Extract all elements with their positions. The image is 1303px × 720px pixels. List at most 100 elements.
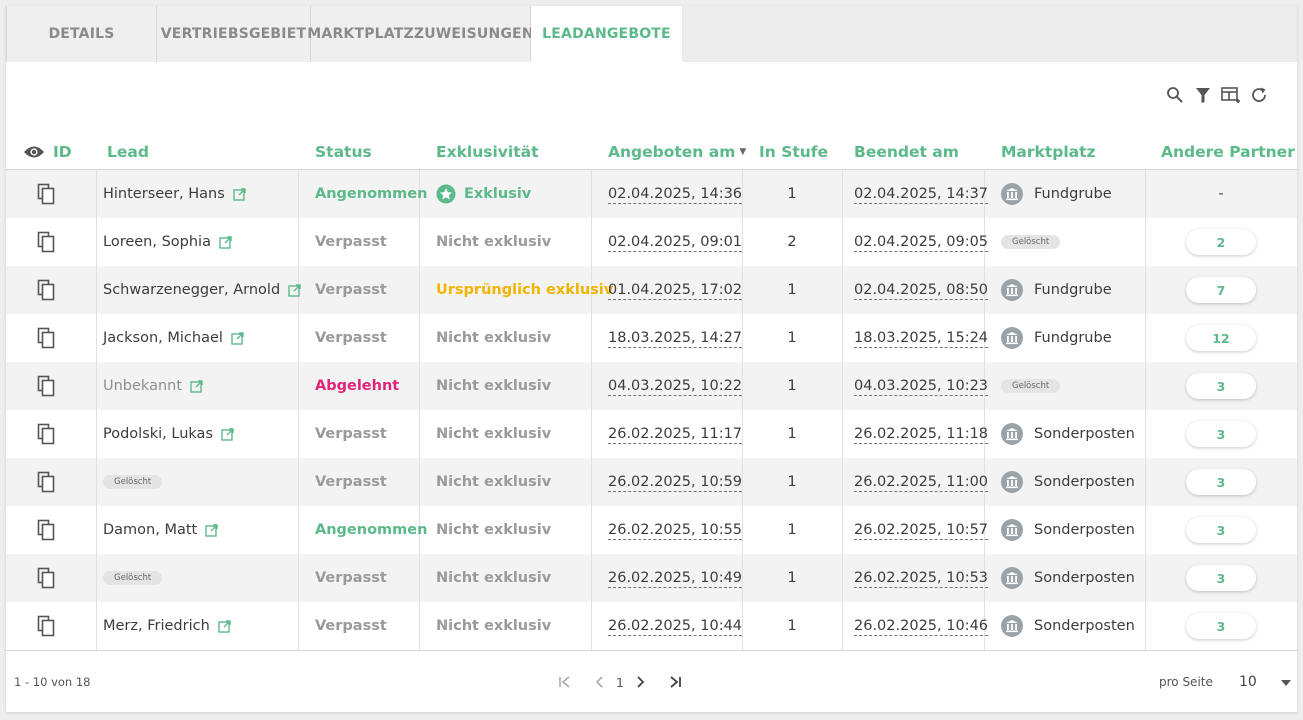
table-row[interactable]: Damon, Matt Angenommen Nicht exklusiv 26.02…	[6, 506, 1297, 554]
copy-icon[interactable]	[37, 554, 55, 602]
copy-icon[interactable]	[37, 362, 55, 410]
copy-icon[interactable]	[37, 314, 55, 362]
copy-icon[interactable]	[37, 170, 55, 218]
tab-marktplatzzuweisungen[interactable]: MARKTPLATZZUWEISUNGEN	[307, 6, 534, 62]
lead-name[interactable]: Jackson, Michael	[103, 330, 223, 346]
table-row[interactable]: Jackson, Michael Verpasst Nicht exklusiv 18…	[6, 314, 1297, 362]
column-divider	[591, 602, 592, 650]
status-text: Verpasst	[315, 330, 387, 346]
table-row[interactable]: Merz, Friedrich Verpasst Nicht exklusiv 26.…	[6, 602, 1297, 650]
exclusivity-text: Nicht exklusiv	[436, 618, 552, 634]
header-stage[interactable]: In Stufe	[759, 143, 829, 161]
offered-at-date: 26.02.2025, 10:49	[608, 569, 743, 588]
external-link-icon[interactable]	[190, 379, 203, 393]
lead-cell: Gelöscht	[103, 458, 163, 506]
table-row[interactable]: Schwarzenegger, Arnold Verpasst Ursprüngli…	[6, 266, 1297, 314]
filter-icon[interactable]	[1192, 84, 1214, 106]
offered-at-cell: 01.04.2025, 17:02	[608, 266, 743, 314]
marketplace-icon	[1001, 279, 1023, 301]
external-link-icon[interactable]	[233, 187, 246, 201]
table-row[interactable]: Gelöscht Verpasst Nicht exklusiv 26.02.2025…	[6, 458, 1297, 506]
lead-name[interactable]: Loreen, Sophia	[103, 234, 211, 250]
column-visibility-toggle[interactable]: ID	[23, 134, 72, 170]
first-page-icon[interactable]	[552, 671, 578, 693]
marketplace-icon	[1001, 615, 1023, 637]
external-link-icon[interactable]	[231, 331, 244, 345]
copy-icon[interactable]	[37, 506, 55, 554]
tab-details[interactable]: DETAILS	[6, 6, 157, 62]
stage-cell: 1	[742, 602, 842, 650]
refresh-icon[interactable]	[1248, 84, 1270, 106]
table-row[interactable]: Podolski, Lukas Verpasst Nicht exklusiv 26.…	[6, 410, 1297, 458]
other-partners-button[interactable]: 3	[1186, 517, 1256, 543]
column-divider	[419, 602, 420, 650]
stage-cell: 2	[742, 218, 842, 266]
last-page-icon[interactable]	[662, 671, 688, 693]
lead-name[interactable]: Hinterseer, Hans	[103, 186, 225, 202]
copy-icon[interactable]	[37, 410, 55, 458]
column-divider	[298, 554, 299, 602]
table-row[interactable]: Unbekannt Abgelehnt Nicht exklusiv 04.03.20…	[6, 362, 1297, 410]
copy-icon[interactable]	[37, 458, 55, 506]
header-other-partners[interactable]: Andere Partner	[1161, 143, 1295, 161]
header-ended-at[interactable]: Beendet am	[854, 143, 959, 161]
other-partners-button[interactable]: 3	[1186, 373, 1256, 399]
eye-icon[interactable]	[23, 145, 45, 159]
prev-page-icon[interactable]	[586, 671, 612, 693]
table-row[interactable]: Loreen, Sophia Verpasst Nicht exklusiv 02.0…	[6, 218, 1297, 266]
per-page-select[interactable]: 10	[1239, 669, 1291, 695]
copy-icon[interactable]	[37, 266, 55, 314]
lead-name[interactable]: Merz, Friedrich	[103, 618, 210, 634]
stage-cell: 1	[742, 554, 842, 602]
external-link-icon[interactable]	[218, 619, 231, 633]
columns-icon[interactable]	[1220, 84, 1242, 106]
other-partners-cell: 3	[1145, 362, 1297, 410]
offered-at-cell: 04.03.2025, 10:22	[608, 362, 743, 410]
other-partners-button[interactable]: 3	[1186, 469, 1256, 495]
tab-leadangebote[interactable]: LEADANGEBOTE	[531, 6, 682, 62]
header-id[interactable]: ID	[53, 143, 72, 161]
external-link-icon[interactable]	[221, 427, 234, 441]
header-marketplace[interactable]: Marktplatz	[1001, 143, 1096, 161]
header-lead[interactable]: Lead	[107, 143, 149, 161]
lead-name[interactable]: Podolski, Lukas	[103, 426, 213, 442]
table-footer: 1 - 10 von 18 1 pro Seite 10	[6, 650, 1297, 712]
other-partners-button[interactable]: 2	[1186, 229, 1256, 255]
other-partners-button[interactable]: 12	[1186, 325, 1256, 351]
header-offered-at[interactable]: Angeboten am ▼	[608, 134, 746, 170]
status-text: Verpasst	[315, 570, 387, 586]
column-divider	[96, 506, 97, 554]
copy-icon[interactable]	[37, 218, 55, 266]
current-page[interactable]: 1	[616, 674, 624, 690]
lead-name[interactable]: Schwarzenegger, Arnold	[103, 282, 281, 298]
header-status[interactable]: Status	[315, 143, 372, 161]
column-divider	[742, 362, 743, 410]
search-icon[interactable]	[1164, 84, 1186, 106]
next-page-icon[interactable]	[628, 671, 654, 693]
copy-icon[interactable]	[37, 602, 55, 650]
status-cell: Verpasst	[315, 266, 387, 314]
external-link-icon[interactable]	[205, 523, 218, 537]
external-link-icon[interactable]	[219, 235, 232, 249]
ended-at-date: 02.04.2025, 09:05	[854, 233, 989, 252]
lead-name[interactable]: Damon, Matt	[103, 522, 198, 538]
column-divider	[984, 266, 985, 314]
lead-name[interactable]: Unbekannt	[103, 378, 183, 394]
column-divider	[591, 506, 592, 554]
other-partners-button[interactable]: 3	[1186, 613, 1256, 639]
pagination: 1	[552, 671, 688, 693]
other-partners-button[interactable]: 7	[1186, 277, 1256, 303]
per-page-label: pro Seite	[1159, 675, 1213, 689]
deleted-badge: Gelöscht	[1001, 235, 1061, 249]
tab-vertriebsgebiet[interactable]: VERTRIEBSGEBIET	[157, 6, 311, 62]
table-row[interactable]: Gelöscht Verpasst Nicht exklusiv 26.02.2025…	[6, 554, 1297, 602]
table-row[interactable]: Hinterseer, Hans Angenommen Exklusiv 02.04.…	[6, 170, 1297, 218]
other-partners-button[interactable]: 3	[1186, 565, 1256, 591]
ended-at-cell: 26.02.2025, 10:46	[854, 602, 989, 650]
column-divider	[842, 314, 843, 362]
external-link-icon[interactable]	[288, 283, 301, 297]
marketplace-cell: Gelöscht	[1001, 218, 1061, 266]
offered-at-cell: 26.02.2025, 10:49	[608, 554, 743, 602]
other-partners-button[interactable]: 3	[1186, 421, 1256, 447]
header-exclusivity[interactable]: Exklusivität	[436, 143, 539, 161]
